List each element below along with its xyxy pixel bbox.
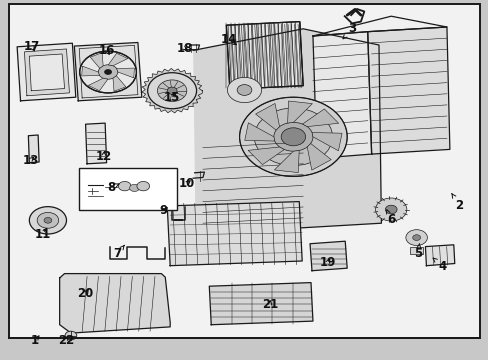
Polygon shape — [17, 43, 76, 101]
Polygon shape — [74, 42, 142, 101]
Text: 19: 19 — [319, 256, 335, 269]
FancyBboxPatch shape — [409, 247, 423, 254]
Text: 17: 17 — [23, 40, 40, 53]
Text: 2: 2 — [451, 194, 463, 212]
Polygon shape — [167, 202, 302, 266]
Circle shape — [385, 205, 396, 214]
Polygon shape — [306, 144, 330, 170]
Text: 6: 6 — [386, 210, 394, 226]
FancyBboxPatch shape — [79, 168, 177, 210]
Text: 4: 4 — [432, 258, 446, 273]
Text: 16: 16 — [98, 44, 115, 57]
Polygon shape — [193, 29, 381, 234]
Text: 18: 18 — [176, 42, 193, 55]
Polygon shape — [244, 123, 274, 141]
Text: 15: 15 — [163, 91, 180, 104]
Circle shape — [98, 65, 118, 79]
Text: 3: 3 — [342, 22, 355, 39]
Circle shape — [412, 235, 420, 240]
Text: 14: 14 — [220, 33, 237, 46]
Circle shape — [273, 122, 312, 151]
Circle shape — [80, 51, 136, 93]
Polygon shape — [311, 132, 342, 151]
Polygon shape — [113, 76, 125, 91]
Polygon shape — [226, 22, 303, 89]
Circle shape — [37, 212, 59, 228]
Circle shape — [129, 184, 139, 192]
Circle shape — [281, 128, 305, 146]
Polygon shape — [255, 103, 279, 130]
Circle shape — [44, 217, 52, 223]
Circle shape — [239, 97, 346, 176]
Polygon shape — [28, 135, 39, 163]
Text: 11: 11 — [35, 228, 51, 240]
Circle shape — [237, 85, 251, 95]
Circle shape — [157, 80, 186, 102]
Circle shape — [227, 77, 261, 103]
Text: 20: 20 — [77, 287, 94, 300]
Circle shape — [375, 198, 406, 221]
Polygon shape — [108, 53, 127, 66]
Polygon shape — [60, 274, 170, 333]
Polygon shape — [90, 53, 103, 68]
Text: 21: 21 — [261, 298, 278, 311]
Text: 8: 8 — [107, 181, 119, 194]
Text: 7: 7 — [113, 245, 124, 260]
Polygon shape — [274, 150, 299, 173]
Polygon shape — [367, 27, 449, 154]
Polygon shape — [226, 22, 303, 89]
Polygon shape — [85, 123, 106, 164]
Circle shape — [405, 230, 427, 246]
Polygon shape — [425, 245, 454, 266]
Polygon shape — [81, 66, 99, 76]
Circle shape — [254, 108, 332, 166]
Text: 13: 13 — [22, 154, 39, 167]
Circle shape — [104, 69, 112, 75]
Polygon shape — [29, 54, 64, 91]
Polygon shape — [209, 283, 312, 325]
Polygon shape — [247, 147, 284, 165]
Polygon shape — [302, 109, 338, 127]
Polygon shape — [117, 68, 134, 78]
Polygon shape — [88, 78, 108, 91]
Circle shape — [137, 181, 149, 191]
Text: 5: 5 — [413, 244, 421, 260]
Text: 12: 12 — [95, 150, 112, 163]
Circle shape — [167, 87, 177, 94]
Polygon shape — [287, 101, 312, 123]
Polygon shape — [312, 16, 446, 36]
Circle shape — [65, 331, 77, 340]
Text: 10: 10 — [178, 177, 195, 190]
Text: 9: 9 — [160, 204, 167, 217]
Circle shape — [147, 73, 196, 109]
Circle shape — [29, 207, 66, 234]
Text: 1: 1 — [31, 334, 39, 347]
FancyBboxPatch shape — [9, 4, 479, 338]
Polygon shape — [312, 32, 371, 158]
Circle shape — [118, 181, 131, 191]
Text: 22: 22 — [58, 334, 74, 347]
Polygon shape — [309, 241, 346, 271]
Polygon shape — [142, 68, 202, 113]
Polygon shape — [24, 49, 69, 96]
